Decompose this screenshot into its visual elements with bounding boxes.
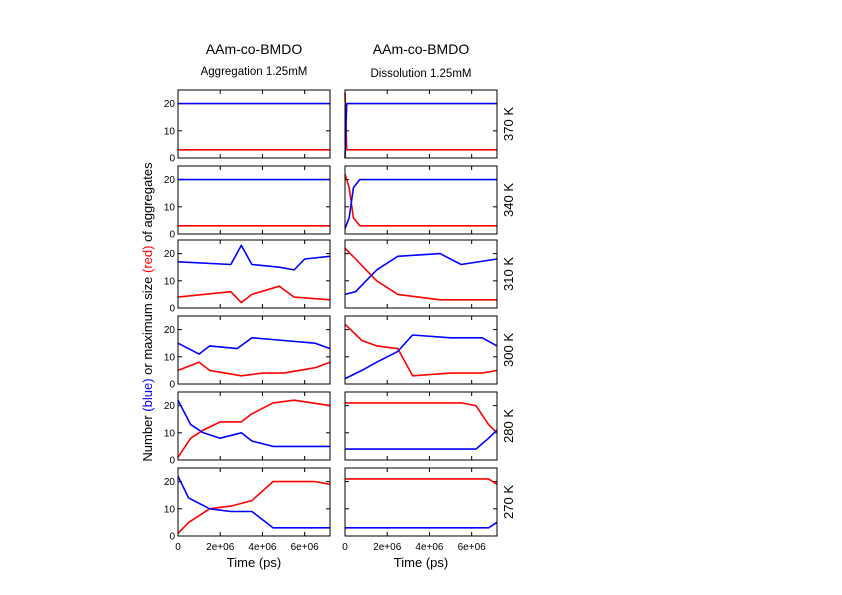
panel-300-k-dissolution-1-25mm: 300 K xyxy=(344,315,516,385)
max-size-line xyxy=(344,323,498,377)
max-size-line xyxy=(344,247,497,301)
column-subtitle-aggregation: Aggregation 1.25mM xyxy=(201,66,308,78)
panel-270-k-aggregation-1-25mm: 0 10 20 0 2e+06 4e+06 6e+06 xyxy=(164,467,331,553)
y-axis-label-part-1: Number xyxy=(140,412,155,462)
panel-frame xyxy=(177,165,331,235)
number-line xyxy=(177,475,330,529)
y-tick-label: 0 xyxy=(169,456,175,467)
number-line xyxy=(177,244,331,271)
panel-280-k-aggregation-1-25mm: 0 10 20 xyxy=(164,391,331,467)
y-tick-label: 10 xyxy=(164,504,176,515)
temperature-label: 270 K xyxy=(501,485,516,519)
panel-frame xyxy=(177,467,331,537)
x-tick-label: 6e+06 xyxy=(291,542,320,553)
number-line xyxy=(344,334,498,380)
number-line xyxy=(344,102,497,159)
y-axis-label-part-3: or maximum size xyxy=(140,273,155,378)
panel-frame xyxy=(344,165,498,235)
y-tick-label: 20 xyxy=(164,477,176,488)
panel-frame xyxy=(177,315,331,385)
y-tick-label: 20 xyxy=(164,99,176,110)
x-tick-label: 2e+06 xyxy=(206,542,235,553)
panel-300-k-aggregation-1-25mm: 0 10 20 xyxy=(164,315,331,391)
max-size-line xyxy=(344,173,497,227)
max-size-line xyxy=(345,402,498,434)
panel-frame xyxy=(177,239,331,309)
y-tick-label: 0 xyxy=(169,532,175,543)
panel-340-k-aggregation-1-25mm: 0 10 20 xyxy=(164,165,331,241)
x-tick-label: 0 xyxy=(342,542,348,553)
panel-340-k-dissolution-1-25mm: 340 K xyxy=(344,165,516,235)
y-axis-label-part-blue: (blue) xyxy=(140,378,155,411)
max-size-line xyxy=(344,92,497,151)
x-axis-label-dissolution: Time (ps) xyxy=(394,555,448,570)
panel-grid: 0 10 20 370 K 0 10 20 340 K 0 10 20 310 K 0 10 20 300 K… xyxy=(164,89,516,553)
panel-310-k-aggregation-1-25mm: 0 10 20 xyxy=(164,239,331,315)
panel-370-k-aggregation-1-25mm: 0 10 20 xyxy=(164,89,331,165)
number-line xyxy=(345,521,498,529)
y-axis-label: Number (blue) or maximum size (red) of a… xyxy=(140,162,155,462)
panel-frame xyxy=(344,239,498,309)
panel-frame xyxy=(177,391,331,461)
x-axis-label-aggregation: Time (ps) xyxy=(227,555,281,570)
x-tick-label: 2e+06 xyxy=(373,542,402,553)
x-tick-label: 6e+06 xyxy=(458,542,487,553)
max-size-line xyxy=(177,399,331,458)
number-line xyxy=(177,336,331,355)
panel-270-k-dissolution-1-25mm: 0 2e+06 4e+06 6e+06 270 K xyxy=(342,467,516,553)
y-tick-label: 10 xyxy=(164,202,176,213)
y-tick-label: 20 xyxy=(164,325,176,336)
x-tick-label: 4e+06 xyxy=(415,542,444,553)
column-title-dissolution: AAm-co-BMDO xyxy=(373,41,470,57)
y-tick-label: 20 xyxy=(164,249,176,260)
panel-frame xyxy=(344,467,498,537)
x-tick-label: 4e+06 xyxy=(248,542,277,553)
panel-frame xyxy=(344,89,498,159)
max-size-line xyxy=(345,478,498,485)
y-axis-label-part-5: of aggregates xyxy=(140,162,155,246)
y-tick-label: 10 xyxy=(164,428,176,439)
y-axis-label-part-red: (red) xyxy=(140,246,155,273)
y-tick-label: 20 xyxy=(164,175,176,186)
temperature-label: 340 K xyxy=(501,183,516,217)
temperature-label: 370 K xyxy=(501,107,516,141)
number-line xyxy=(345,429,498,450)
panel-frame xyxy=(344,391,498,461)
column-subtitle-dissolution: Dissolution 1.25mM xyxy=(371,68,472,80)
column-title-aggregation: AAm-co-BMDO xyxy=(206,41,303,57)
y-tick-label: 0 xyxy=(169,230,175,241)
temperature-label: 300 K xyxy=(501,333,516,367)
temperature-label: 280 K xyxy=(501,409,516,443)
max-size-line xyxy=(177,285,331,304)
y-tick-label: 0 xyxy=(169,154,175,165)
y-tick-label: 10 xyxy=(164,352,176,363)
max-size-line xyxy=(177,480,331,534)
panel-frame xyxy=(177,89,331,159)
number-line xyxy=(344,178,497,229)
panel-310-k-dissolution-1-25mm: 310 K xyxy=(344,239,516,309)
y-tick-label: 0 xyxy=(169,380,175,391)
number-line xyxy=(344,252,498,296)
panel-280-k-dissolution-1-25mm: 280 K xyxy=(344,391,516,461)
y-tick-label: 10 xyxy=(164,126,176,137)
panel-370-k-dissolution-1-25mm: 370 K xyxy=(344,89,516,159)
number-line xyxy=(177,399,330,448)
temperature-label: 310 K xyxy=(501,257,516,291)
y-tick-label: 0 xyxy=(169,304,175,315)
x-tick-label: 0 xyxy=(175,542,181,553)
y-tick-label: 10 xyxy=(164,276,176,287)
y-tick-label: 20 xyxy=(164,401,176,412)
panel-frame xyxy=(344,315,498,385)
max-size-line xyxy=(177,361,331,377)
